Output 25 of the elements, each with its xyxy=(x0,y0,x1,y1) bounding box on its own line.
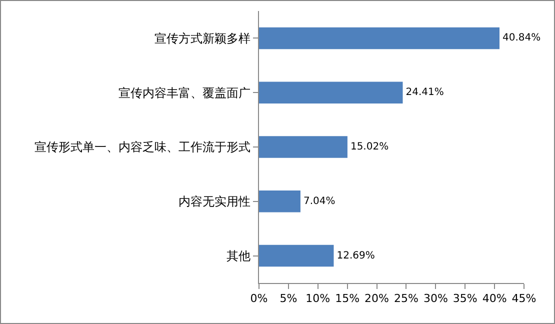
x-tick-label: 0% xyxy=(250,292,268,306)
y-tick-label: 宣传形式单一、内容乏味、工作流于形式 xyxy=(34,140,251,154)
x-tick-label: 15% xyxy=(335,292,360,306)
bar xyxy=(259,27,500,50)
x-tick-label: 10% xyxy=(306,292,330,306)
y-tick-label: 宣传方式新颖多样 xyxy=(154,31,251,46)
x-tick-label: 45% xyxy=(512,292,536,306)
bar xyxy=(259,244,334,267)
data-label: 40.84% xyxy=(502,32,541,44)
y-tick-label: 内容无实用性 xyxy=(178,194,251,209)
bar xyxy=(259,136,348,158)
x-tick-label: 40% xyxy=(482,292,507,306)
x-tick-label: 30% xyxy=(423,292,448,306)
x-tick-label: 35% xyxy=(452,292,478,306)
x-tick-label: 25% xyxy=(394,292,418,306)
bar xyxy=(259,190,300,212)
y-tick-label: 其他 xyxy=(226,249,251,263)
x-tick-label: 5% xyxy=(280,292,298,306)
data-label: 12.69% xyxy=(336,250,375,262)
x-tick-label: 20% xyxy=(364,292,390,306)
y-tick-label: 宣传内容丰富、覆盖面广 xyxy=(118,86,251,100)
data-label: 24.41% xyxy=(406,87,444,98)
bar xyxy=(259,82,403,104)
data-label: 7.04% xyxy=(303,196,336,207)
data-label: 15.02% xyxy=(350,142,389,152)
